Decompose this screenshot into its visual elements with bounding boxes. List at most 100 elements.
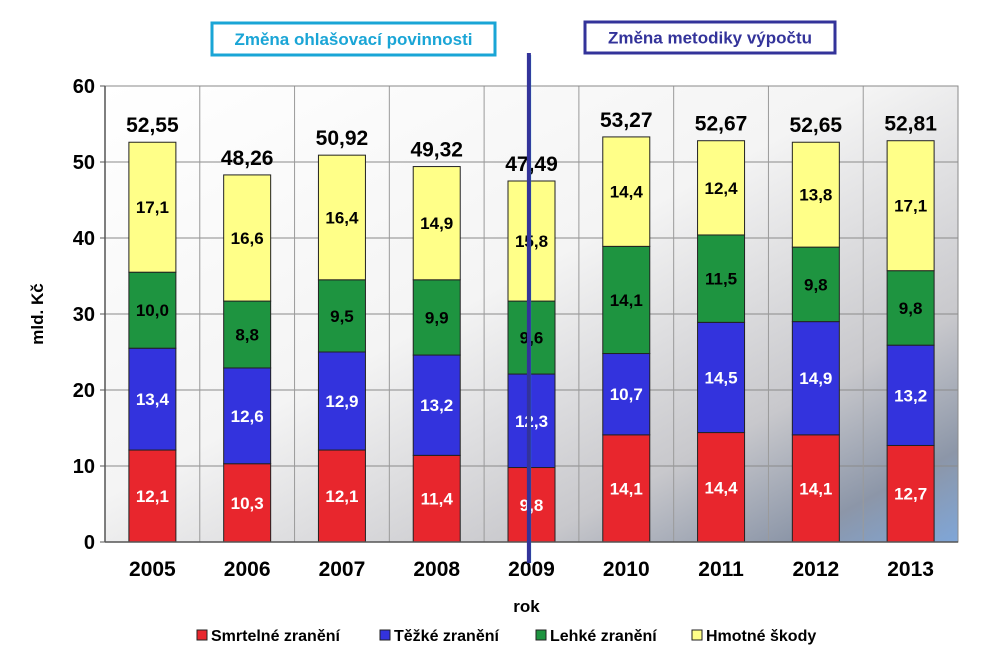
data-label: 14,5 [705,368,738,387]
bar-segment-2006-2 [223,367,272,465]
bar-segment-2010-3 [602,245,651,355]
bar-segment-2007-1 [317,449,366,543]
total-label: 52,67 [695,113,748,136]
annotation-label: Změna ohlašovací povinnosti [234,30,472,49]
bar-segment-2011-1 [697,432,746,543]
data-label: 11,5 [705,270,737,289]
data-label: 9,8 [899,299,923,318]
bar-segment-2013-1 [886,444,935,543]
bar-segment-2005-2 [128,347,177,451]
total-label: 52,81 [884,113,937,136]
bar-segment-2006-1 [223,463,272,543]
data-label: 9,9 [425,308,449,327]
bar-segment-2012-1 [791,434,840,543]
data-label: 14,4 [705,478,739,497]
data-label: 14,9 [799,369,832,388]
bar-segment-2011-4 [697,140,746,236]
legend-swatch [535,629,547,641]
data-label: 9,8 [804,275,828,294]
data-label: 12,1 [136,487,169,506]
bar-segment-2012-4 [791,141,840,248]
bar-segment-2007-3 [317,279,366,353]
data-label: 9,6 [520,329,544,348]
bars: 12,1 13,4 10,0 17,1 52,55 10,3 12,6 8,8 16,6 48,2… [126,109,937,543]
x-tick-label: 2011 [698,558,744,581]
x-tick-label: 2010 [603,558,650,581]
y-tick-label: 0 [84,532,95,554]
y-tick-label: 60 [73,76,95,98]
y-tick-label: 30 [73,304,95,326]
bar-segment-2011-3 [697,234,746,323]
data-label: 13,2 [894,386,927,405]
data-label: 16,4 [325,208,359,227]
y-tick-label: 10 [73,456,95,478]
bar-segment-2008-4 [412,166,461,281]
data-label: 12,7 [894,485,927,504]
legend-swatch [379,629,391,641]
bar-segment-2007-2 [317,351,366,451]
x-axis-title: rok [513,597,540,616]
legend-swatch [691,629,703,641]
x-tick-label: 2009 [508,558,555,581]
x-tick-label: 2012 [792,558,839,581]
data-label: 9,5 [330,307,354,326]
data-label: 14,1 [610,291,643,310]
legend-swatch [196,629,208,641]
bar-segment-2013-4 [886,140,935,272]
bar-segment-2008-1 [412,454,461,543]
x-tick-label: 2007 [319,558,366,581]
bar-segment-2009-3 [507,300,556,375]
legend-label: Lehké zranění [550,628,657,645]
x-tick-label: 2006 [224,558,271,581]
data-label: 11,4 [421,490,454,509]
x-tick-label: 2005 [129,558,176,581]
data-label: 9,8 [520,496,544,515]
bar-segment-2007-4 [317,154,366,281]
total-label: 49,32 [410,139,463,162]
total-label: 47,49 [505,153,558,176]
bar-segment-2010-1 [602,434,651,543]
data-label: 8,8 [235,326,259,345]
data-label: 13,8 [799,186,832,205]
data-label: 10,3 [231,494,264,513]
total-label: 52,55 [126,114,179,137]
x-tick-label: 2013 [887,558,934,581]
data-label: 12,4 [705,179,739,198]
data-label: 14,9 [420,214,453,233]
data-label: 14,4 [610,183,644,202]
data-label: 13,4 [136,390,170,409]
bar-segment-2005-1 [128,449,177,543]
data-label: 12,9 [325,392,358,411]
data-label: 15,8 [515,232,548,251]
bar-segment-2008-3 [412,279,461,356]
bar-segment-2010-4 [602,136,651,247]
y-axis-title: mld. Kč [28,283,47,344]
total-label: 50,92 [316,127,369,150]
data-label: 14,1 [799,479,832,498]
annotation-box [210,21,497,57]
bar-segment-2013-3 [886,270,935,346]
data-label: 12,1 [325,487,358,506]
bar-segment-2009-2 [507,373,556,469]
bar-segment-2005-4 [128,141,177,273]
y-tick-label: 50 [73,152,95,174]
legend-label: Smrtelné zranění [211,628,340,645]
data-label: 17,1 [136,198,169,217]
data-label: 17,1 [894,197,927,216]
data-label: 12,3 [515,412,548,431]
total-label: 52,65 [790,114,843,137]
bar-segment-2005-3 [128,271,177,349]
bar-segment-2012-3 [791,246,840,323]
total-label: 48,26 [221,147,274,170]
bar-segment-2008-2 [412,354,461,456]
bar-segment-2012-2 [791,321,840,436]
data-label: 13,2 [420,396,453,415]
bar-segment-2006-4 [223,174,272,302]
bar-segment-2006-3 [223,300,272,369]
bar-segment-2009-1 [507,467,556,543]
y-tick-label: 20 [73,380,95,402]
bar-segment-2013-2 [886,344,935,446]
legend-label: Hmotné škody [706,628,816,645]
y-tick-label: 40 [73,228,95,250]
